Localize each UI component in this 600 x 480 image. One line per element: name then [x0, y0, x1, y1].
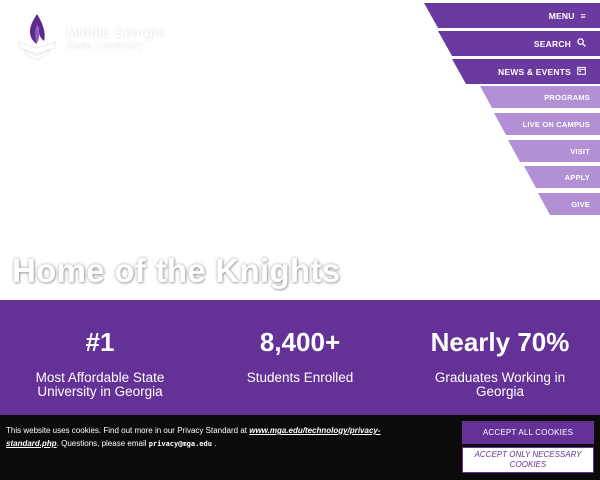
stat-value: #1 — [85, 327, 115, 357]
search-icon — [577, 38, 586, 49]
nav-programs[interactable]: PROGRAMS — [480, 86, 600, 108]
nav-apply-label: APPLY — [564, 172, 590, 182]
hero-title: Home of the Knights — [12, 252, 341, 289]
stats-band: #1 Most Affordable State University in G… — [0, 300, 600, 415]
stat-label: Students Enrolled — [246, 370, 354, 385]
nav-visit-label: VISIT — [570, 146, 590, 156]
nav-programs-label: PROGRAMS — [544, 92, 590, 102]
privacy-standard-link[interactable]: www.mga.edu/technology/privacy-standard.… — [6, 426, 381, 448]
menu-button[interactable]: MENU ≡ — [424, 3, 600, 28]
stat-graduates: Nearly 70% Graduates Working in Georgia — [400, 300, 600, 415]
logo-name: Middle Georgia — [66, 24, 165, 40]
cookie-message: This website uses cookies. Find out more… — [6, 424, 426, 451]
nav-visit[interactable]: VISIT — [508, 140, 600, 162]
news-events-button[interactable]: NEWS & EVENTS — [452, 59, 600, 84]
university-logo[interactable]: Middle Georgia State University — [14, 12, 165, 64]
accept-all-cookies-button[interactable]: ACCEPT ALL COOKIES — [462, 421, 594, 444]
stat-affordable: #1 Most Affordable State University in G… — [0, 300, 200, 415]
nav-apply[interactable]: APPLY — [524, 166, 600, 188]
torch-logo-icon — [17, 14, 57, 61]
calendar-icon — [577, 66, 586, 77]
hamburger-icon: ≡ — [580, 10, 586, 21]
nav-give[interactable]: GIVE — [538, 193, 600, 215]
news-events-label: NEWS & EVENTS — [498, 66, 571, 77]
cookie-text-after: . — [211, 439, 217, 448]
stat-label: Most Affordable State University in Geor… — [35, 370, 165, 399]
accept-necessary-cookies-button[interactable]: ACCEPT ONLY NECESSARY COOKIES — [462, 447, 594, 473]
search-button[interactable]: SEARCH — [438, 31, 600, 56]
stat-enrolled: 8,400+ Students Enrolled — [200, 300, 400, 415]
stat-value: 8,400+ — [259, 327, 341, 357]
stat-label: Graduates Working in Georgia — [434, 370, 566, 399]
nav-give-label: GIVE — [571, 199, 590, 209]
nav-live-on-campus[interactable]: LIVE ON CAMPUS — [494, 113, 600, 135]
logo-subname: State University — [66, 40, 144, 52]
cookie-text-middle: . Questions, please email — [56, 439, 149, 448]
privacy-email[interactable]: privacy@mga.edu — [148, 440, 212, 448]
stat-value: Nearly 70% — [430, 327, 570, 357]
nav-live-on-campus-label: LIVE ON CAMPUS — [522, 119, 590, 129]
menu-label: MENU — [548, 10, 575, 21]
search-label: SEARCH — [533, 38, 571, 49]
cookie-text-before: This website uses cookies. Find out more… — [6, 426, 250, 435]
